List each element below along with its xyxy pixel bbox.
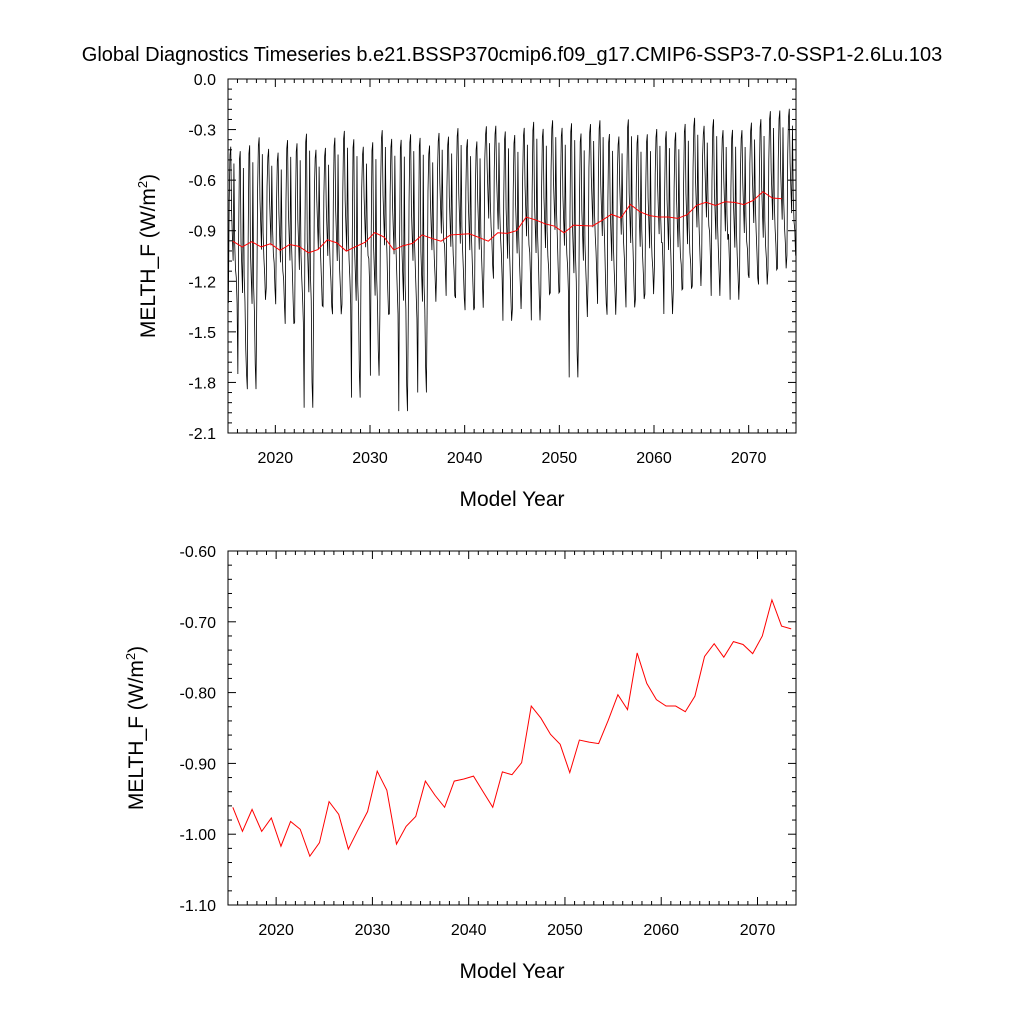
bottom-chart-panel: 2020 2030 2040 2050 2060 2070 -0.60 -0.70 -0.80 -…: [123, 544, 797, 983]
y-tick-label: -0.6: [188, 173, 216, 190]
y-tick-label: -1.8: [188, 375, 216, 392]
y-tick-label: -0.60: [180, 544, 217, 561]
y-tick-label: -1.10: [180, 898, 217, 915]
y-axis-title: MELTH_F (W/m2): [123, 646, 148, 810]
plot-frame: [227, 550, 797, 906]
y-tick-label: 0.0: [194, 72, 216, 89]
y-axis-title-tail: ): [125, 646, 148, 653]
x-tick-label: 2040: [447, 450, 483, 467]
y-tick-label: -0.70: [180, 615, 217, 632]
y-tick-label: -2.1: [188, 426, 216, 443]
y-axis-title: MELTH_F (W/m2): [135, 174, 160, 338]
plot-area: [232, 598, 792, 858]
y-axis-title-superscript: 2: [123, 653, 138, 660]
plot-area: [228, 108, 796, 412]
y-axis-title-main: MELTH_F (W/m: [125, 660, 148, 810]
y-tick-label: -1.5: [188, 325, 216, 342]
annual-mean-series-line: [232, 598, 792, 858]
x-tick-label: 2070: [731, 450, 767, 467]
y-tick-label: -0.80: [180, 686, 217, 703]
x-tick-label: 2050: [547, 922, 583, 939]
x-tick-label: 2060: [636, 450, 672, 467]
x-tick-label: 2060: [643, 922, 679, 939]
top-chart-panel: 2020 2030 2040 2050 2060 2070 0.0 -0.3 -0.6 -0.9 -…: [135, 72, 797, 511]
figure-title: Global Diagnostics Timeseries b.e21.BSSP…: [81, 44, 943, 66]
x-tick-label: 2050: [542, 450, 578, 467]
x-tick-label: 2020: [258, 922, 294, 939]
x-tick-label: 2020: [258, 450, 294, 467]
y-tick-label: -0.9: [188, 224, 216, 241]
x-tick-label: 2030: [352, 450, 388, 467]
annual-mean-series-line: [232, 191, 782, 254]
y-tick-label: -1.2: [188, 274, 216, 291]
y-tick-label: -0.90: [180, 756, 217, 773]
x-tick-label: 2070: [740, 922, 776, 939]
x-tick-label: 2030: [355, 922, 391, 939]
y-axis-title-superscript: 2: [135, 181, 150, 188]
y-tick-label: -1.00: [180, 827, 217, 844]
x-axis-title: Model Year: [459, 960, 564, 983]
y-tick-label: -0.3: [188, 123, 216, 140]
monthly-series-line: [228, 108, 796, 412]
x-axis-title: Model Year: [459, 488, 564, 511]
y-axis-title-tail: ): [137, 174, 160, 181]
x-tick-label: 2040: [451, 922, 487, 939]
y-axis-title-main: MELTH_F (W/m: [137, 188, 160, 338]
